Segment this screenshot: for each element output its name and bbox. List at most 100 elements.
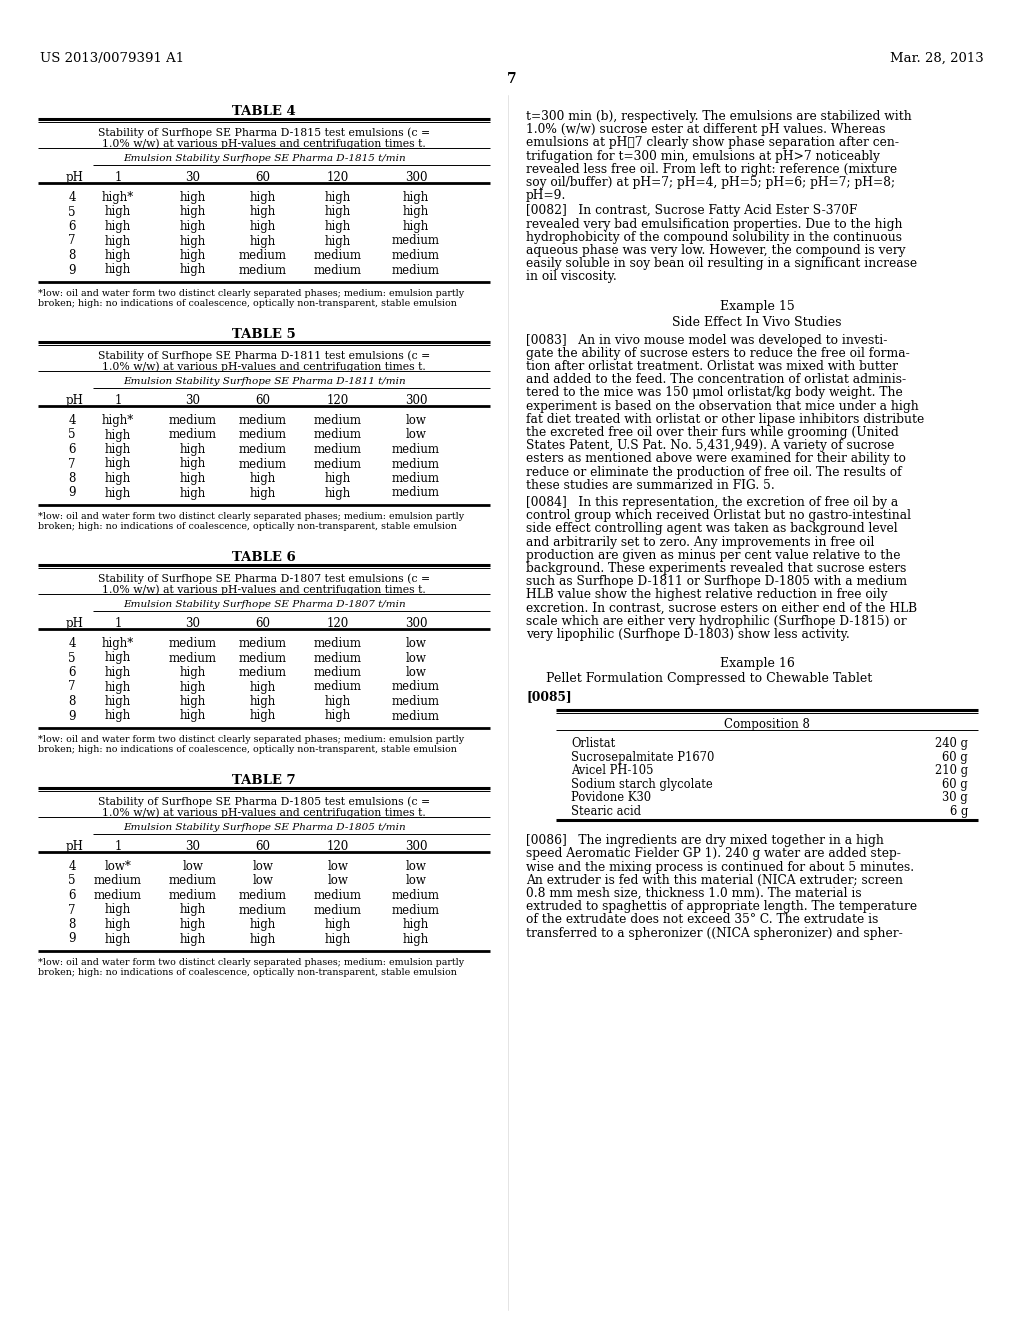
Text: high: high (104, 444, 131, 455)
Text: high: high (325, 917, 351, 931)
Text: 240 g: 240 g (935, 737, 968, 750)
Text: emulsions at pH≧7 clearly show phase separation after cen-: emulsions at pH≧7 clearly show phase sep… (526, 136, 899, 149)
Text: 4: 4 (69, 861, 76, 873)
Text: high: high (325, 206, 351, 219)
Text: high: high (402, 191, 429, 205)
Text: broken; high: no indications of coalescence, optically non-transparent, stable e: broken; high: no indications of coalesce… (38, 300, 457, 308)
Text: low: low (406, 652, 426, 664)
Text: pH: pH (66, 393, 84, 407)
Text: high: high (250, 487, 276, 499)
Text: scale which are either very hydrophilic (Surfhope D-1815) or: scale which are either very hydrophilic … (526, 615, 906, 628)
Text: 9: 9 (69, 710, 76, 722)
Text: aqueous phase was very low. However, the compound is very: aqueous phase was very low. However, the… (526, 244, 905, 257)
Text: high: high (104, 264, 131, 276)
Text: high: high (250, 710, 276, 722)
Text: Sodium starch glycolate: Sodium starch glycolate (571, 777, 713, 791)
Text: easily soluble in soy bean oil resulting in a significant increase: easily soluble in soy bean oil resulting… (526, 257, 918, 271)
Text: extruded to spaghettis of appropriate length. The temperature: extruded to spaghettis of appropriate le… (526, 900, 918, 913)
Text: low: low (406, 429, 426, 441)
Text: medium: medium (392, 903, 440, 916)
Text: high: high (104, 220, 131, 234)
Text: low: low (406, 414, 426, 426)
Text: 60: 60 (256, 616, 270, 630)
Text: 120: 120 (327, 393, 349, 407)
Text: low: low (406, 638, 426, 649)
Text: 8: 8 (69, 917, 76, 931)
Text: Stability of Surfhope SE Pharma D-1811 test emulsions (c =: Stability of Surfhope SE Pharma D-1811 t… (98, 350, 430, 360)
Text: high: high (104, 249, 131, 261)
Text: broken; high: no indications of coalescence, optically non-transparent, stable e: broken; high: no indications of coalesce… (38, 744, 457, 754)
Text: tered to the mice was 150 μmol orlistat/kg body weight. The: tered to the mice was 150 μmol orlistat/… (526, 387, 903, 400)
Text: 6 g: 6 g (949, 805, 968, 817)
Text: high: high (104, 458, 131, 470)
Text: pH=9.: pH=9. (526, 189, 566, 202)
Text: high*: high* (101, 191, 134, 205)
Text: 60 g: 60 g (942, 777, 968, 791)
Text: *low: oil and water form two distinct clearly separated phases; medium: emulsion: *low: oil and water form two distinct cl… (38, 512, 464, 521)
Text: high: high (180, 473, 206, 484)
Text: 8: 8 (69, 473, 76, 484)
Text: high: high (180, 487, 206, 499)
Text: medium: medium (314, 681, 362, 693)
Text: 7: 7 (69, 235, 76, 248)
Text: 5: 5 (69, 206, 76, 219)
Text: broken; high: no indications of coalescence, optically non-transparent, stable e: broken; high: no indications of coalesce… (38, 521, 457, 531)
Text: low: low (406, 874, 426, 887)
Text: 1.0% w/w) at various pH-values and centrifugation times t.: 1.0% w/w) at various pH-values and centr… (102, 139, 426, 149)
Text: background. These experiments revealed that sucrose esters: background. These experiments revealed t… (526, 562, 906, 576)
Text: medium: medium (239, 249, 287, 261)
Text: medium: medium (239, 414, 287, 426)
Text: medium: medium (392, 888, 440, 902)
Text: medium: medium (314, 458, 362, 470)
Text: high: high (250, 220, 276, 234)
Text: 6: 6 (69, 444, 76, 455)
Text: side effect controlling agent was taken as background level: side effect controlling agent was taken … (526, 523, 898, 536)
Text: Composition 8: Composition 8 (724, 718, 810, 731)
Text: medium: medium (169, 874, 217, 887)
Text: these studies are summarized in FIG. 5.: these studies are summarized in FIG. 5. (526, 479, 775, 492)
Text: medium: medium (314, 414, 362, 426)
Text: 30: 30 (185, 393, 201, 407)
Text: production are given as minus per cent value relative to the: production are given as minus per cent v… (526, 549, 900, 562)
Text: low: low (328, 861, 348, 873)
Text: low*: low* (104, 861, 131, 873)
Text: medium: medium (169, 888, 217, 902)
Text: medium: medium (314, 444, 362, 455)
Text: Example 16: Example 16 (720, 657, 795, 671)
Text: 1: 1 (115, 172, 122, 183)
Text: high: high (180, 903, 206, 916)
Text: high: high (180, 220, 206, 234)
Text: medium: medium (314, 638, 362, 649)
Text: medium: medium (239, 264, 287, 276)
Text: medium: medium (392, 696, 440, 708)
Text: high: high (180, 235, 206, 248)
Text: Stability of Surfhope SE Pharma D-1807 test emulsions (c =: Stability of Surfhope SE Pharma D-1807 t… (98, 573, 430, 583)
Text: fat diet treated with orlistat or other lipase inhibitors distribute: fat diet treated with orlistat or other … (526, 413, 925, 426)
Text: soy oil/buffer) at pH=7; pH=4, pH=5; pH=6; pH=7; pH=8;: soy oil/buffer) at pH=7; pH=4, pH=5; pH=… (526, 176, 895, 189)
Text: in oil viscosity.: in oil viscosity. (526, 271, 616, 284)
Text: reduce or eliminate the production of free oil. The results of: reduce or eliminate the production of fr… (526, 466, 901, 479)
Text: low: low (406, 667, 426, 678)
Text: [0083]   An in vivo mouse model was developed to investi-: [0083] An in vivo mouse model was develo… (526, 334, 888, 347)
Text: 60: 60 (256, 840, 270, 853)
Text: high: high (104, 429, 131, 441)
Text: medium: medium (239, 444, 287, 455)
Text: Emulsion Stability Surfhope SE Pharma D-1815 t/min: Emulsion Stability Surfhope SE Pharma D-… (123, 154, 406, 162)
Text: high: high (325, 191, 351, 205)
Text: pH: pH (66, 616, 84, 630)
Text: medium: medium (239, 458, 287, 470)
Text: medium: medium (314, 888, 362, 902)
Text: 7: 7 (69, 903, 76, 916)
Text: 0.8 mm mesh size, thickness 1.0 mm). The material is: 0.8 mm mesh size, thickness 1.0 mm). The… (526, 887, 861, 900)
Text: trifugation for t=300 min, emulsions at pH>7 noticeably: trifugation for t=300 min, emulsions at … (526, 149, 880, 162)
Text: An extruder is fed with this material (NICA extruder; screen: An extruder is fed with this material (N… (526, 874, 903, 887)
Text: high: high (180, 710, 206, 722)
Text: medium: medium (169, 652, 217, 664)
Text: Povidone K30: Povidone K30 (571, 791, 651, 804)
Text: of the extrudate does not exceed 35° C. The extrudate is: of the extrudate does not exceed 35° C. … (526, 913, 879, 927)
Text: high: high (402, 932, 429, 945)
Text: Emulsion Stability Surfhope SE Pharma D-1811 t/min: Emulsion Stability Surfhope SE Pharma D-… (123, 378, 406, 385)
Text: 1: 1 (115, 616, 122, 630)
Text: 5: 5 (69, 874, 76, 887)
Text: medium: medium (169, 429, 217, 441)
